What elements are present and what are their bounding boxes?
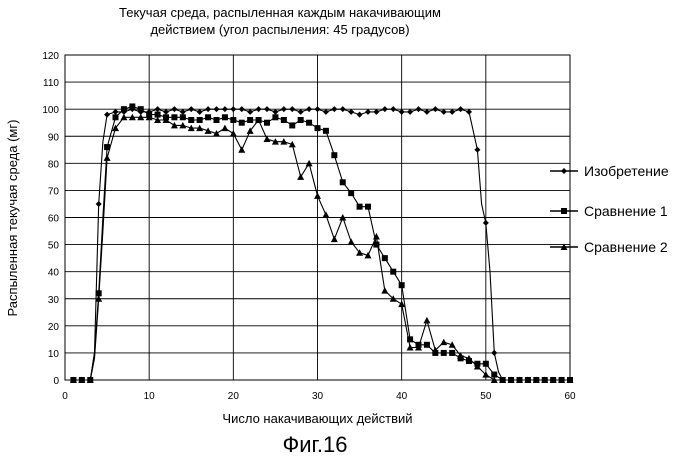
data-point	[230, 117, 236, 123]
data-point	[138, 106, 144, 112]
y-tick-label: 0	[53, 376, 59, 387]
data-point	[357, 204, 363, 210]
data-point	[171, 114, 177, 120]
legend-label-invention: Изобретение	[584, 163, 669, 179]
legend-item-invention: Изобретение	[548, 161, 669, 181]
y-tick-label: 100	[42, 105, 59, 116]
data-point	[121, 106, 127, 112]
x-tick-label: 60	[564, 391, 576, 402]
data-point	[323, 128, 329, 134]
x-tick-label: 20	[228, 391, 240, 402]
x-tick-labels: 0 10 20 30 40 50 60	[62, 391, 576, 402]
data-point	[247, 117, 253, 123]
data-point	[382, 255, 388, 261]
figure-label: Фиг.16	[255, 432, 375, 458]
y-tick-label: 30	[48, 295, 60, 306]
x-tick-label: 10	[144, 391, 156, 402]
data-point	[197, 117, 203, 123]
data-point	[205, 114, 211, 120]
y-tick-label: 70	[48, 186, 60, 197]
data-point	[180, 114, 186, 120]
x-tick-label: 30	[312, 391, 324, 402]
y-tick-labels: 0 10 20 30 40 50 60 70 80 90 100 110 120	[42, 51, 59, 387]
legend-label-comparison-1: Сравнение 1	[584, 203, 668, 219]
data-point	[441, 350, 447, 356]
data-point	[272, 114, 278, 120]
data-point	[399, 282, 405, 288]
data-point	[188, 117, 194, 123]
data-point	[340, 179, 346, 185]
legend-swatch-comparison-1	[548, 204, 580, 218]
data-point	[315, 125, 321, 131]
data-point	[348, 190, 354, 196]
x-axis-label: Число накачивающих действий	[65, 411, 570, 426]
y-tick-label: 10	[48, 349, 60, 360]
legend-marker	[561, 168, 567, 174]
data-point	[281, 117, 287, 123]
y-tick-label: 110	[43, 78, 59, 89]
x-tick-label: 40	[396, 391, 408, 402]
data-point	[222, 114, 228, 120]
data-point	[113, 114, 119, 120]
legend-swatch-invention	[548, 164, 580, 178]
x-tick-label: 0	[62, 391, 68, 402]
y-tick-label: 80	[48, 159, 60, 170]
legend-marker	[561, 208, 567, 214]
data-point	[331, 152, 337, 158]
data-point	[214, 117, 220, 123]
data-point	[390, 269, 396, 275]
data-point	[449, 350, 455, 356]
legend-item-comparison-2: Сравнение 2	[548, 237, 668, 257]
y-tick-label: 40	[48, 268, 60, 279]
data-point	[306, 120, 312, 126]
data-point	[239, 120, 245, 126]
legend-label-comparison-2: Сравнение 2	[584, 239, 668, 255]
data-point	[424, 342, 430, 348]
data-point	[129, 103, 135, 109]
y-tick-label: 60	[48, 214, 60, 225]
data-point	[298, 117, 304, 123]
data-point	[365, 204, 371, 210]
y-axis-label: Распыленная текучая среда (мг)	[5, 120, 20, 317]
data-point	[483, 361, 489, 367]
x-tick-label: 50	[480, 391, 492, 402]
data-point	[289, 122, 295, 128]
y-tick-label: 20	[48, 322, 60, 333]
legend-swatch-comparison-2	[548, 240, 580, 254]
y-tick-label: 120	[42, 51, 59, 62]
legend-item-comparison-1: Сравнение 1	[548, 201, 668, 221]
y-tick-label: 90	[48, 132, 60, 143]
data-point	[264, 120, 270, 126]
y-tick-label: 50	[48, 241, 60, 252]
